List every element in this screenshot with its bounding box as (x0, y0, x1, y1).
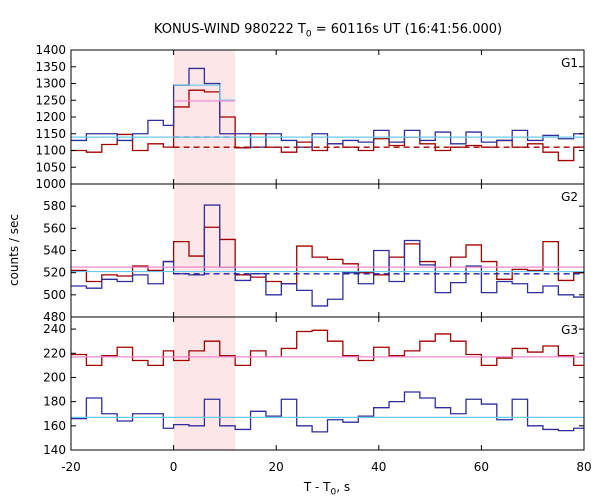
panel-label-g1: G1 (561, 56, 578, 70)
y-tick-label-g1: 1150 (35, 127, 66, 141)
x-tick-label: 40 (371, 460, 386, 474)
series-g2-blue-1 (71, 204, 584, 307)
panel-frame-g1 (70, 49, 585, 185)
y-tick-label-g2: 580 (43, 199, 66, 213)
x-tick-label: 80 (576, 460, 591, 474)
x-tick-label: 20 (269, 460, 284, 474)
y-tick-label-g1: 1350 (35, 60, 66, 74)
y-tick-label-g2: 500 (43, 288, 66, 302)
x-axis-label: T - T0, s (303, 480, 351, 498)
x-tick-label: 60 (474, 460, 489, 474)
y-tick-label-g2: 520 (43, 266, 66, 280)
y-tick-label-g3: 220 (43, 346, 66, 360)
y-tick-label-g1: 1300 (35, 77, 66, 91)
y-tick-label-g1: 1400 (35, 43, 66, 57)
x-tick-label: 0 (170, 460, 178, 474)
y-tick-label-g3: 200 (43, 370, 66, 384)
y-tick-label-g1: 1250 (35, 93, 66, 107)
panel-frame-g3 (70, 316, 585, 451)
series-g3-blue-1 (71, 391, 584, 433)
y-tick-label-g1: 1100 (35, 144, 66, 158)
y-tick-label-g2: 560 (43, 221, 66, 235)
panel-frame-g2 (70, 183, 585, 318)
x-tick-label: -20 (61, 460, 81, 474)
y-tick-label-g3: 160 (43, 419, 66, 433)
y-tick-label-g3: 180 (43, 395, 66, 409)
panel-label-g2: G2 (561, 190, 578, 204)
y-tick-label-g3: 240 (43, 322, 66, 336)
highlight-band-g3 (173, 317, 236, 450)
series-g1-blue-1 (71, 67, 584, 148)
y-tick-label-g2: 540 (43, 244, 66, 258)
chart-title: KONUS-WIND 980222 T0 = 60116s UT (16:41:… (153, 22, 503, 40)
y-tick-label-g1: 1000 (35, 177, 66, 191)
y-tick-label-g1: 1200 (35, 110, 66, 124)
panel-label-g3: G3 (561, 323, 578, 337)
y-tick-label-g1: 1050 (35, 160, 66, 174)
series-g3-red-0 (71, 329, 584, 367)
y-tick-label-g2: 480 (43, 310, 66, 324)
series-g1-cyan-2 (173, 84, 236, 101)
y-tick-label-g3: 140 (43, 443, 66, 457)
